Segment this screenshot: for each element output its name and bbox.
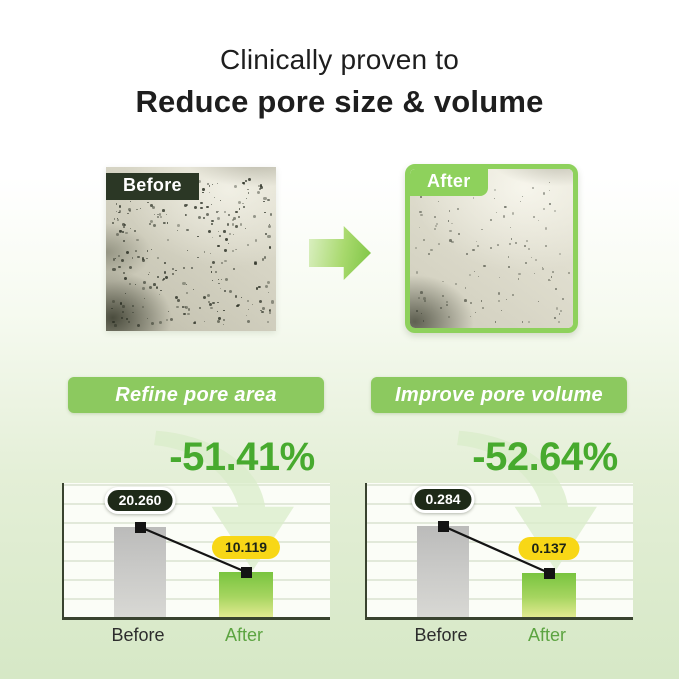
before-marker [437, 520, 449, 532]
before-value-pill: 0.284 [411, 486, 475, 513]
after-marker [240, 566, 252, 578]
after-photo-tag: After [410, 169, 488, 196]
before-marker [134, 521, 146, 533]
page-title-line1: Clinically proven to [220, 44, 459, 75]
x-label-before: Before [111, 625, 165, 645]
before-photo-tag: Before [106, 173, 199, 200]
x-label-before: Before [414, 625, 468, 645]
panel-banner: Improve pore volume [371, 377, 627, 413]
page-title-line2: Reduce pore size & volume [135, 84, 544, 119]
after-bar [219, 572, 273, 617]
after-marker [543, 567, 555, 579]
result-panel-pore-area: Refine pore area 20.260 10.119 -51.41% B… [62, 377, 330, 662]
after-value-pill: 0.137 [518, 537, 580, 560]
percent-change: -52.64% [472, 435, 618, 479]
after-photo: After [405, 164, 578, 333]
right-arrow-icon [309, 226, 371, 280]
trend-connector-line [442, 524, 550, 575]
before-photo: Before [106, 167, 276, 331]
x-axis-labels: Before After [62, 625, 328, 651]
x-axis-labels: Before After [365, 625, 631, 651]
bar-chart-pore-area: 20.260 10.119 [62, 483, 330, 620]
after-value-pill: 10.119 [211, 536, 281, 559]
x-label-after: After [224, 625, 264, 645]
panel-banner: Refine pore area [68, 377, 324, 413]
before-value-pill: 20.260 [104, 487, 176, 514]
bar-chart-pore-volume: 0.284 0.137 [365, 483, 633, 620]
x-label-after: After [527, 625, 567, 645]
after-bar [522, 573, 576, 617]
percent-change: -51.41% [169, 435, 315, 479]
result-panel-pore-volume: Improve pore volume 0.284 0.137 -52.64% … [365, 377, 633, 662]
